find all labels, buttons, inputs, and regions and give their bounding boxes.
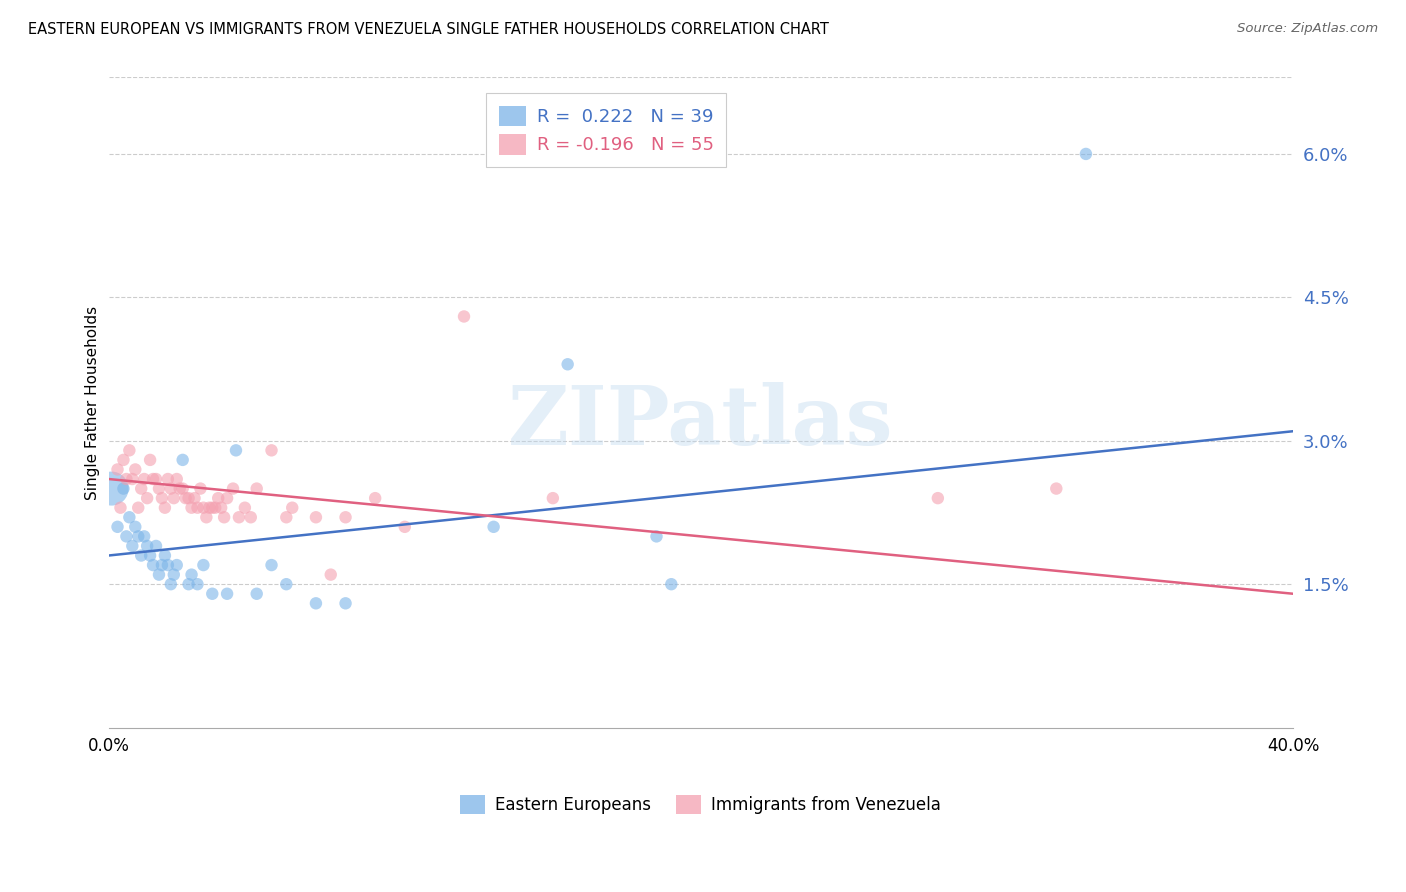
Point	[193, 500, 215, 515]
Point	[166, 472, 188, 486]
Point	[222, 482, 245, 496]
Point	[156, 472, 179, 486]
Point	[233, 500, 256, 515]
Point	[228, 510, 250, 524]
Point	[276, 577, 298, 591]
Y-axis label: Single Father Households: Single Father Households	[86, 305, 100, 500]
Point	[112, 482, 135, 496]
Point	[136, 491, 159, 505]
Point	[127, 529, 149, 543]
Point	[100, 482, 122, 496]
Point	[195, 510, 218, 524]
Point	[159, 482, 181, 496]
Text: ZIPatlas: ZIPatlas	[508, 382, 894, 462]
Point	[305, 510, 328, 524]
Point	[124, 462, 146, 476]
Point	[217, 587, 239, 601]
Legend: Eastern Europeans, Immigrants from Venezuela: Eastern Europeans, Immigrants from Venez…	[454, 788, 948, 821]
Point	[163, 491, 186, 505]
Point	[174, 491, 197, 505]
Point	[557, 357, 579, 371]
Point	[190, 482, 212, 496]
Point	[364, 491, 387, 505]
Point	[281, 500, 304, 515]
Point	[212, 510, 235, 524]
Point	[142, 558, 165, 572]
Point	[453, 310, 475, 324]
Text: EASTERN EUROPEAN VS IMMIGRANTS FROM VENEZUELA SINGLE FATHER HOUSEHOLDS CORRELATI: EASTERN EUROPEAN VS IMMIGRANTS FROM VENE…	[28, 22, 830, 37]
Point	[335, 510, 357, 524]
Point	[159, 577, 181, 591]
Point	[482, 520, 505, 534]
Point	[1074, 147, 1097, 161]
Point	[209, 500, 232, 515]
Point	[659, 577, 682, 591]
Point	[150, 558, 173, 572]
Point	[121, 472, 143, 486]
Point	[260, 558, 283, 572]
Point	[150, 491, 173, 505]
Text: Source: ZipAtlas.com: Source: ZipAtlas.com	[1237, 22, 1378, 36]
Point	[107, 462, 129, 476]
Point	[201, 500, 224, 515]
Point	[121, 539, 143, 553]
Point	[319, 567, 342, 582]
Point	[177, 577, 200, 591]
Point	[134, 472, 156, 486]
Point	[169, 482, 191, 496]
Point	[129, 549, 152, 563]
Point	[217, 491, 239, 505]
Point	[107, 520, 129, 534]
Point	[177, 491, 200, 505]
Point	[394, 520, 416, 534]
Point	[115, 472, 138, 486]
Point	[142, 472, 165, 486]
Point	[153, 549, 176, 563]
Point	[246, 482, 269, 496]
Point	[172, 453, 194, 467]
Point	[186, 500, 208, 515]
Point	[335, 596, 357, 610]
Point	[129, 482, 152, 496]
Point	[541, 491, 564, 505]
Point	[186, 577, 208, 591]
Point	[148, 482, 170, 496]
Point	[645, 529, 668, 543]
Point	[153, 500, 176, 515]
Point	[172, 482, 194, 496]
Point	[198, 500, 221, 515]
Point	[115, 529, 138, 543]
Point	[134, 529, 156, 543]
Point	[156, 558, 179, 572]
Point	[276, 510, 298, 524]
Point	[193, 558, 215, 572]
Point	[239, 510, 262, 524]
Point	[148, 567, 170, 582]
Point	[139, 453, 162, 467]
Point	[145, 472, 167, 486]
Point	[927, 491, 949, 505]
Point	[118, 510, 141, 524]
Point	[139, 549, 162, 563]
Point	[145, 539, 167, 553]
Point	[225, 443, 247, 458]
Point	[305, 596, 328, 610]
Point	[118, 443, 141, 458]
Point	[136, 539, 159, 553]
Point	[246, 587, 269, 601]
Point	[260, 443, 283, 458]
Point	[204, 500, 226, 515]
Point	[201, 587, 224, 601]
Point	[127, 500, 149, 515]
Point	[110, 500, 132, 515]
Point	[180, 500, 202, 515]
Point	[166, 558, 188, 572]
Point	[1045, 482, 1067, 496]
Point	[183, 491, 205, 505]
Point	[124, 520, 146, 534]
Point	[180, 567, 202, 582]
Point	[112, 453, 135, 467]
Point	[207, 491, 229, 505]
Point	[163, 567, 186, 582]
